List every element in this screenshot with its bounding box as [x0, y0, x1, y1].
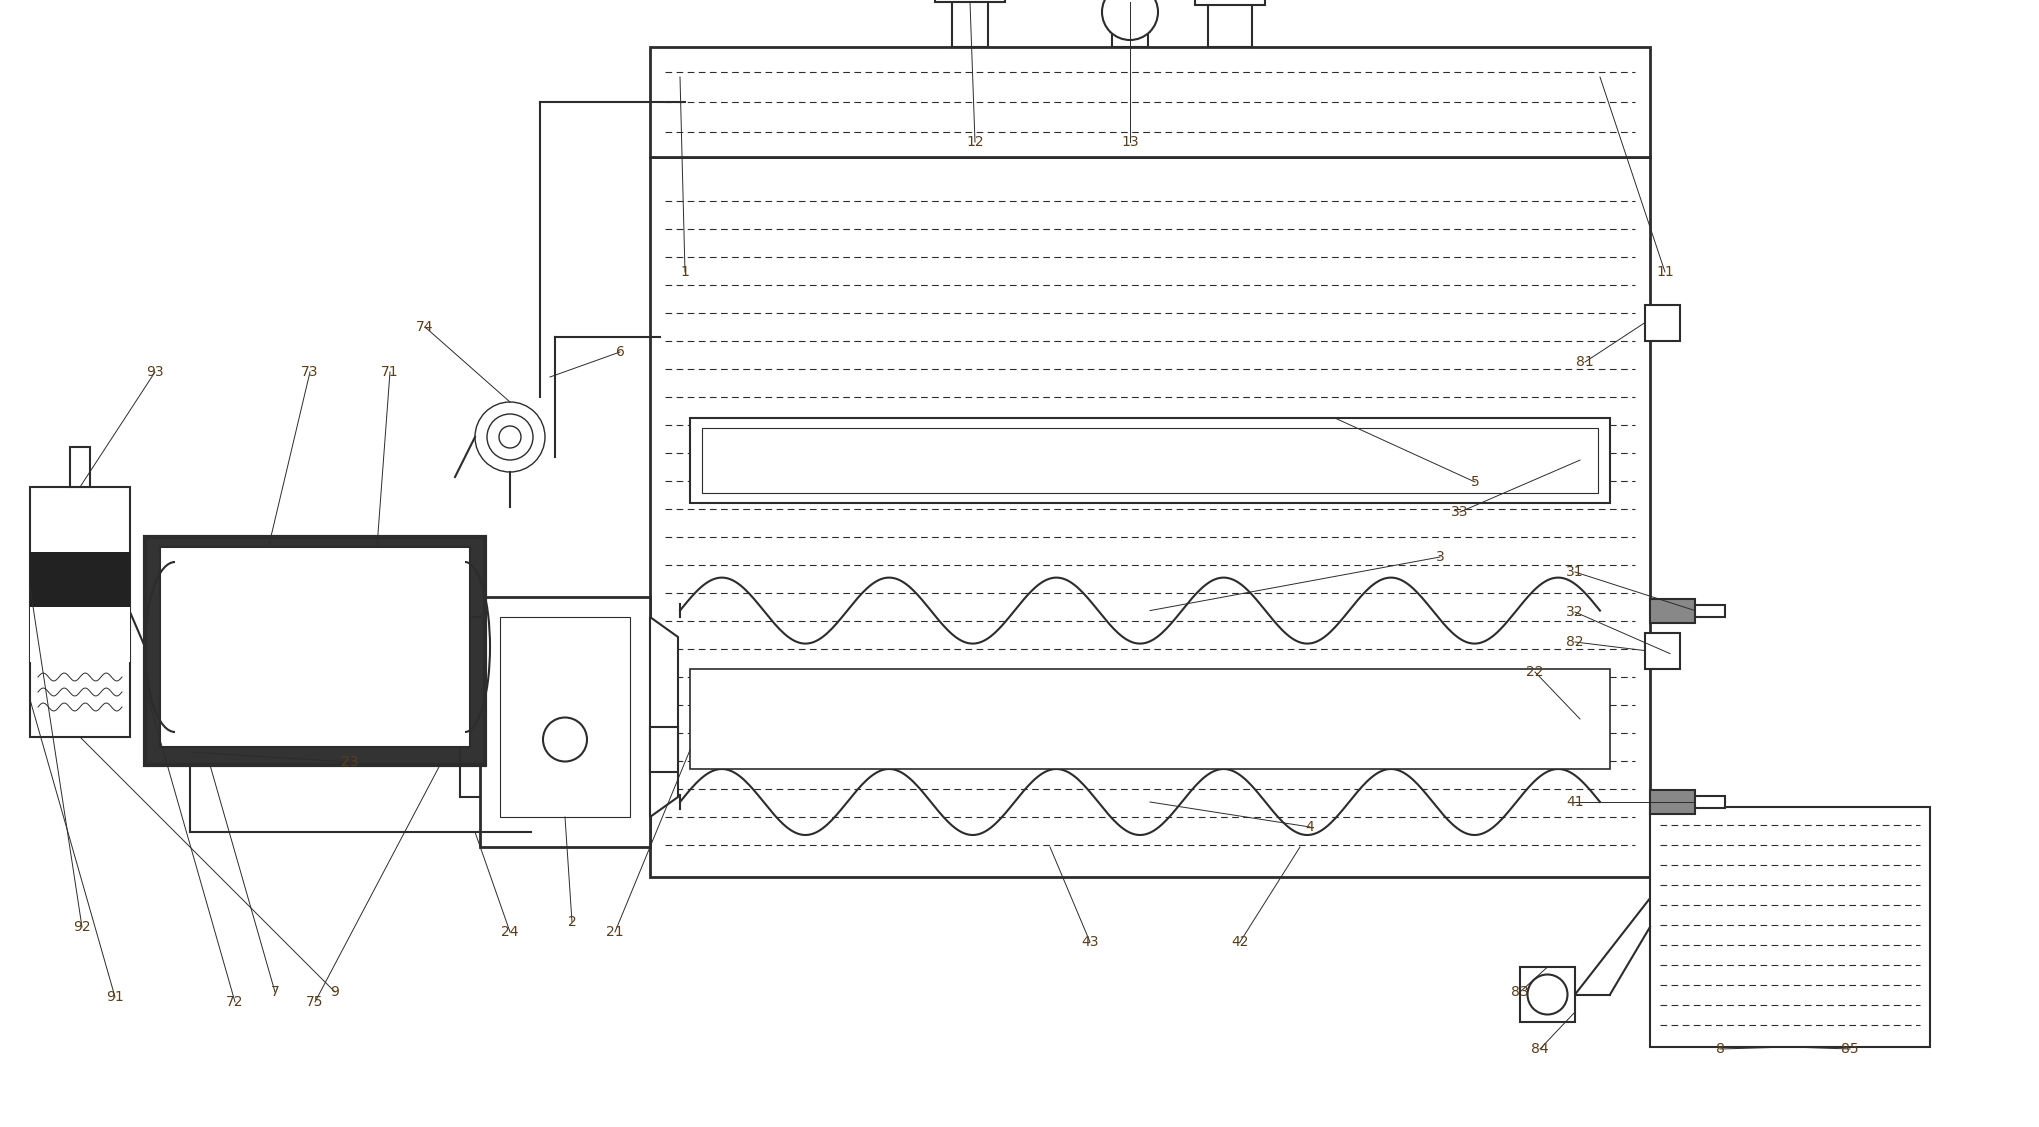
Bar	[650, 157, 1650, 877]
Bar	[1694, 604, 1725, 616]
Bar	[1694, 796, 1725, 808]
Bar	[145, 536, 485, 765]
Bar	[159, 547, 469, 747]
Text: 75: 75	[306, 995, 324, 1009]
Text: 43: 43	[1081, 935, 1099, 949]
Text: 6: 6	[616, 345, 624, 360]
Bar	[689, 669, 1609, 769]
Bar	[701, 427, 1597, 492]
Text: 23: 23	[341, 755, 359, 769]
Text: 12: 12	[966, 135, 983, 149]
Text: 11: 11	[1656, 265, 1674, 279]
Circle shape	[542, 718, 587, 762]
Text: 91: 91	[106, 990, 124, 1004]
Text: 42: 42	[1232, 935, 1248, 949]
Text: 5: 5	[1470, 474, 1478, 489]
Bar	[1111, 33, 1148, 47]
Text: 22: 22	[1525, 665, 1544, 678]
Text: 32: 32	[1566, 605, 1582, 619]
Text: 72: 72	[226, 995, 243, 1009]
Bar	[650, 727, 677, 772]
Text: 24: 24	[502, 925, 518, 939]
Text: 84: 84	[1531, 1042, 1548, 1056]
Text: 74: 74	[416, 320, 434, 334]
Text: 8: 8	[1715, 1042, 1723, 1056]
Bar	[1207, 0, 1252, 47]
Bar	[650, 47, 1650, 157]
Bar	[689, 418, 1609, 503]
Bar	[1643, 632, 1680, 668]
Text: 3: 3	[1435, 550, 1444, 564]
Bar	[1650, 790, 1694, 814]
Text: 93: 93	[147, 365, 163, 379]
Bar	[1650, 598, 1694, 622]
Bar	[479, 597, 650, 848]
Circle shape	[1101, 0, 1158, 39]
Text: 92: 92	[73, 920, 92, 934]
Text: 33: 33	[1450, 505, 1468, 520]
Text: 71: 71	[381, 365, 398, 379]
Text: 21: 21	[606, 925, 624, 939]
Bar	[31, 552, 130, 607]
Text: 9: 9	[330, 985, 338, 999]
Bar	[952, 0, 987, 47]
Bar	[1643, 304, 1680, 340]
Text: 73: 73	[302, 365, 318, 379]
Circle shape	[1527, 975, 1566, 1014]
Bar	[1195, 0, 1264, 5]
Bar	[1650, 647, 1674, 660]
Bar	[31, 607, 130, 662]
Text: 2: 2	[567, 915, 577, 929]
Text: 83: 83	[1511, 985, 1527, 999]
Text: 31: 31	[1566, 565, 1582, 579]
Bar	[69, 447, 90, 487]
Text: 1: 1	[681, 265, 689, 279]
Bar	[500, 616, 630, 817]
Text: 82: 82	[1566, 635, 1582, 649]
Text: 13: 13	[1121, 135, 1138, 149]
Text: 7: 7	[271, 985, 279, 999]
Text: 4: 4	[1305, 820, 1313, 834]
Text: 81: 81	[1576, 355, 1592, 369]
Bar	[1519, 967, 1574, 1022]
Polygon shape	[650, 616, 677, 817]
Bar	[1650, 807, 1929, 1047]
Bar	[934, 0, 1005, 2]
Bar	[31, 487, 130, 737]
Text: 85: 85	[1841, 1042, 1858, 1056]
Text: 41: 41	[1566, 795, 1582, 809]
